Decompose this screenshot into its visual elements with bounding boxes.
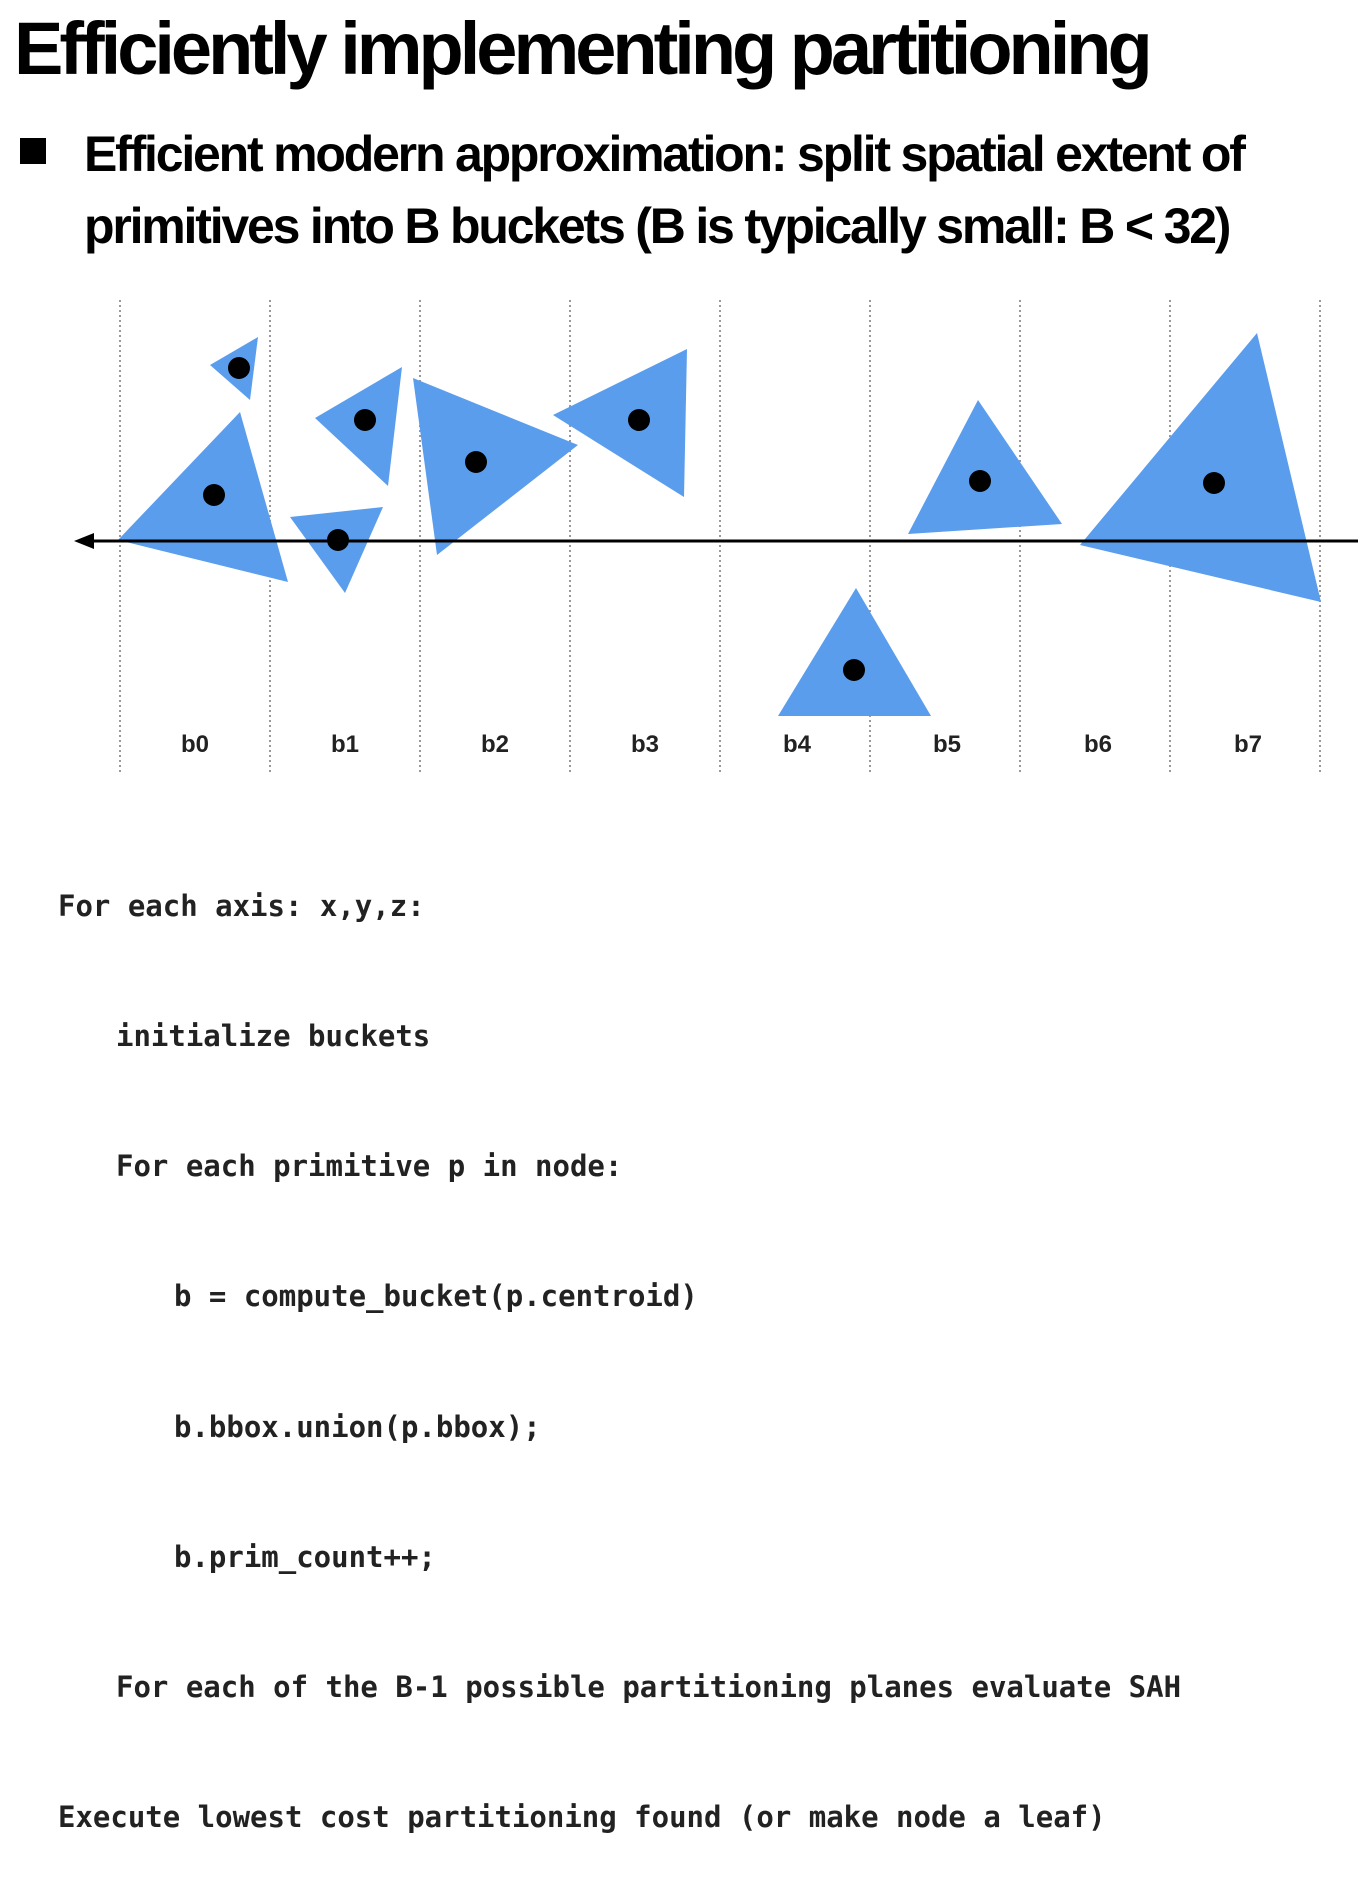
triangle-primitive <box>778 588 931 716</box>
bucket-labels: b0 b1 b2 b3 b4 b5 b6 b7 <box>181 731 1262 758</box>
centroid-dot <box>843 659 865 681</box>
code-line: b = compute_bucket(p.centroid) <box>174 1279 698 1314</box>
centroid-dot <box>628 409 650 431</box>
code-line: For each of the B-1 possible partitionin… <box>116 1670 1182 1705</box>
triangle-primitive <box>413 378 578 555</box>
centroid-dot <box>228 357 250 379</box>
centroid-dot <box>327 529 349 551</box>
bullet-text: Efficient modern approximation: split sp… <box>84 126 1246 254</box>
centroid-dot <box>203 484 225 506</box>
centroid-dot <box>969 470 991 492</box>
triangle-primitive <box>1080 333 1321 602</box>
code-line: b.prim_count++; <box>174 1539 436 1574</box>
slide-title: Efficiently implementing partitioning <box>14 7 1153 90</box>
triangle-primitive <box>908 400 1062 534</box>
code-line: For each axis: x,y,z: <box>58 888 425 923</box>
code-line: For each primitive p in node: <box>116 1149 623 1184</box>
bucket-label: b3 <box>631 731 659 758</box>
bullet-square-icon <box>20 138 46 164</box>
triangle-primitive <box>118 412 288 582</box>
centroid-dot <box>465 451 487 473</box>
bucket-label: b0 <box>181 731 209 758</box>
code-line: Execute lowest cost partitioning found (… <box>58 1800 1106 1835</box>
bucket-label: b1 <box>331 731 359 758</box>
bucket-label: b7 <box>1234 731 1262 758</box>
centroid-dot <box>354 409 376 431</box>
bucket-label: b2 <box>481 731 509 758</box>
bucket-diagram: b0 b1 b2 b3 b4 b5 b6 b7 <box>74 300 1358 775</box>
axis-arrowhead-icon <box>74 533 94 549</box>
centroids <box>203 357 1225 681</box>
axis <box>74 533 1358 549</box>
bucket-label: b5 <box>933 731 961 758</box>
bucket-label: b4 <box>783 731 812 758</box>
code-line: initialize buckets <box>116 1019 431 1054</box>
bucket-label: b6 <box>1084 731 1112 758</box>
triangle-primitive <box>553 349 687 497</box>
centroid-dot <box>1203 472 1225 494</box>
code-line: b.bbox.union(p.bbox); <box>174 1409 541 1444</box>
pseudocode-block: For each axis: x,y,z: initialize buckets… <box>58 798 1181 1883</box>
